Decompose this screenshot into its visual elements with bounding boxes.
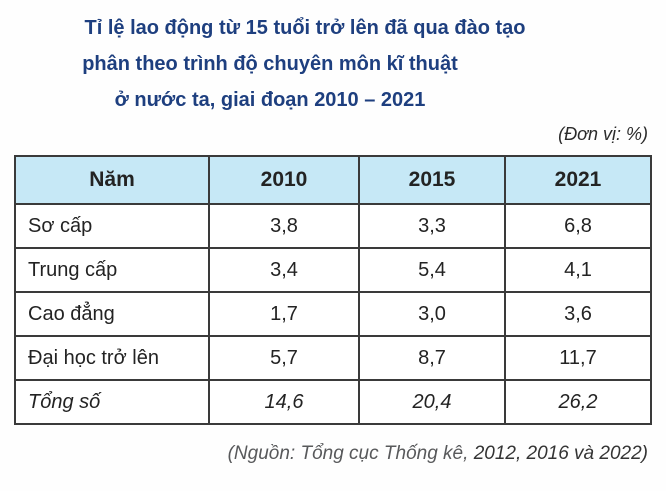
- table-row-trung-cap: Trung cấp 3,4 5,4 4,1: [14, 247, 652, 293]
- table-row-dai-hoc: Đại học trở lên 5,7 8,7 11,7: [14, 335, 652, 381]
- cell-value: 3,6: [504, 291, 652, 337]
- header-cell-2015: 2015: [358, 155, 506, 205]
- cell-value: 3,8: [208, 203, 360, 249]
- cell-value: 5,7: [208, 335, 360, 381]
- title-line-3: ở nước ta, giai đoạn 2010 – 2021: [114, 89, 426, 111]
- title-line-1: Tỉ lệ lao động từ 15 tuổi trở lên đã qua…: [84, 17, 526, 39]
- cell-value: 3,3: [358, 203, 506, 249]
- cell-value: 4,1: [504, 247, 652, 293]
- table-header-row: Năm 2010 2015 2021: [14, 155, 652, 205]
- cell-value: 3,4: [208, 247, 360, 293]
- source-prefix: (Nguồn: Tổng cục Thống kê,: [227, 443, 474, 464]
- row-label: Tổng số: [14, 379, 210, 425]
- cell-value: 5,4: [358, 247, 506, 293]
- title-line-2: phân theo trình độ chuyên môn kĩ thuật: [82, 53, 458, 75]
- header-cell-2021: 2021: [504, 155, 652, 205]
- table-row-cao-dang: Cao đẳng 1,7 3,0 3,6: [14, 291, 652, 337]
- row-label: Cao đẳng: [14, 291, 210, 337]
- source-years: 2012, 2016 và 2022): [473, 443, 648, 464]
- cell-value: 14,6: [208, 379, 360, 425]
- chart-title: Tỉ lệ lao động từ 15 tuổi trở lên đã qua…: [0, 0, 540, 118]
- table-row-tong-so: Tổng số 14,6 20,4 26,2: [14, 379, 652, 425]
- row-label: Sơ cấp: [14, 203, 210, 249]
- cell-value: 20,4: [358, 379, 506, 425]
- row-label: Trung cấp: [14, 247, 210, 293]
- cell-value: 11,7: [504, 335, 652, 381]
- data-table: Năm 2010 2015 2021 Sơ cấp 3,8 3,3 6,8 Tr…: [14, 155, 652, 425]
- header-cell-2010: 2010: [208, 155, 360, 205]
- unit-note: (Đơn vị: %): [558, 124, 648, 144]
- header-cell-nam: Năm: [14, 155, 210, 205]
- source-note: (Nguồn: Tổng cục Thống kê, 2012, 2016 và…: [0, 442, 666, 466]
- table-row-so-cap: Sơ cấp 3,8 3,3 6,8: [14, 203, 652, 249]
- cell-value: 26,2: [504, 379, 652, 425]
- cell-value: 8,7: [358, 335, 506, 381]
- cell-value: 1,7: [208, 291, 360, 337]
- cell-value: 3,0: [358, 291, 506, 337]
- row-label: Đại học trở lên: [14, 335, 210, 381]
- cell-value: 6,8: [504, 203, 652, 249]
